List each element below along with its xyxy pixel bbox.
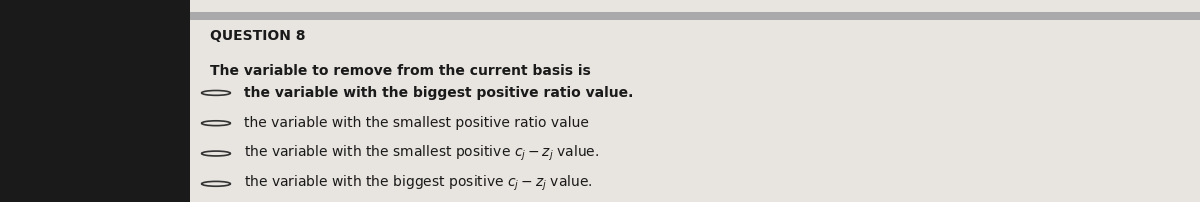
Text: the variable with the smallest positive $c_j - z_j$ value.: the variable with the smallest positive …	[244, 144, 599, 163]
Text: the variable with the biggest positive $c_j - z_j$ value.: the variable with the biggest positive $…	[244, 174, 593, 194]
Text: the variable with the biggest positive ratio value.: the variable with the biggest positive r…	[244, 86, 632, 100]
Text: the variable with the smallest positive ratio value: the variable with the smallest positive …	[244, 116, 588, 130]
Text: The variable to remove from the current basis is: The variable to remove from the current …	[210, 64, 590, 78]
Text: QUESTION 8: QUESTION 8	[210, 29, 306, 43]
